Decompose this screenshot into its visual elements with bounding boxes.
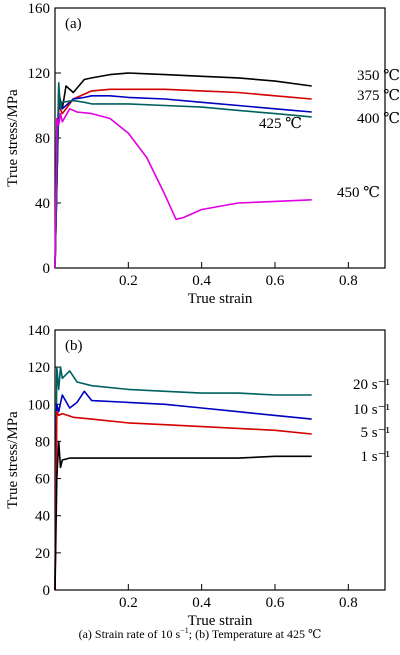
panel-a-x-axis-label: True strain — [188, 291, 253, 307]
caption-b-text: (b) Temperature at 425 ℃ — [195, 627, 322, 641]
panel-b-x-tick-label: 0.4 — [192, 595, 211, 611]
panel-b-x-tick-label: 0.8 — [339, 595, 358, 611]
panel-b-series-line — [54, 440, 312, 591]
panel-b-y-tick-label: 100 — [28, 397, 51, 413]
panel-a-x-tick-label: 0.6 — [266, 273, 285, 289]
panel-b-y-tick-label: 20 — [35, 546, 50, 562]
panel-a-series-label: 400 ℃ — [357, 111, 400, 127]
panel-a-series-line — [54, 95, 312, 269]
panel-a-y-tick-label: 80 — [35, 131, 50, 147]
panel-a-y-tick-label: 120 — [28, 66, 51, 82]
panel-b-x-tick-label: 0.6 — [266, 595, 285, 611]
panel-b-y-axis-label: True stress/MPa — [5, 411, 21, 509]
panel-a-series-line — [54, 108, 312, 269]
panel-b-series-line — [54, 410, 312, 591]
panel-b-y-tick-label: 40 — [35, 509, 50, 525]
panel-a-series-line — [54, 88, 312, 269]
panel-a-plot-frame — [54, 7, 386, 269]
panel-b-panel-label: (b) — [65, 338, 83, 354]
panel-b-series-label: 10 s⁻¹ — [353, 402, 390, 418]
panel-a-x-tick-label: 0.4 — [192, 273, 211, 289]
panel-b-y-tick-label: 140 — [28, 323, 51, 339]
caption-a-superscript: −1 — [180, 626, 189, 635]
panel-b-x-axis-label: True strain — [188, 613, 253, 629]
panel-a-series-label: 425 ℃ — [259, 116, 302, 132]
panel-a-x-tick-label: 0.2 — [119, 273, 138, 289]
caption-separator: ; — [188, 627, 196, 641]
panel-b-series-line — [54, 366, 312, 591]
panel-b-x-tick-label: 0.2 — [119, 595, 138, 611]
panel-b-plot-frame — [54, 329, 386, 591]
figure-caption: (a) Strain rate of 10 s−1; (b) Temperatu… — [0, 626, 400, 642]
panel-a-series-line — [54, 72, 312, 269]
panel-a-y-tick-label: 160 — [28, 1, 51, 17]
panel-b-y-tick-label: 60 — [35, 472, 50, 488]
panel-a-y-axis-label: True stress/MPa — [5, 89, 21, 187]
panel-a-series-label: 375 ℃ — [357, 88, 400, 104]
panel-a-y-tick-label: 40 — [35, 196, 50, 212]
panel-a-panel-label: (a) — [65, 16, 82, 32]
panel-a-origin-label: 0 — [43, 261, 51, 277]
caption-a-text: (a) Strain rate of 10 s — [78, 627, 181, 641]
panel-b-series-label: 20 s⁻¹ — [353, 377, 390, 393]
panel-b-y-tick-label: 80 — [35, 434, 50, 450]
panel-a-series-line — [54, 82, 312, 269]
panel-a-series-label: 350 ℃ — [357, 68, 400, 84]
panel-b-y-tick-label: 120 — [28, 360, 51, 376]
panel-a-series-label: 450 ℃ — [337, 185, 380, 201]
panel-b-series-label: 1 s⁻¹ — [360, 449, 390, 465]
panel-b-series-line — [54, 390, 312, 591]
panel-a-x-tick-label: 0.8 — [339, 273, 358, 289]
panel-b-series-label: 5 s⁻¹ — [360, 425, 390, 441]
panel-b-origin-label: 0 — [43, 583, 51, 599]
